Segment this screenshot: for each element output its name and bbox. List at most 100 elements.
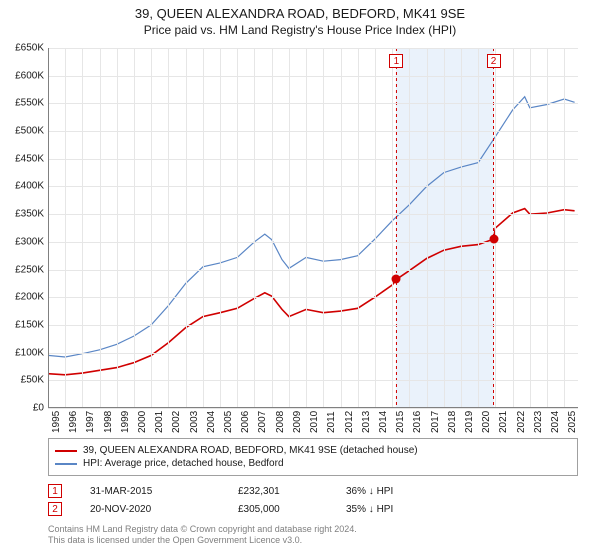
- legend: 39, QUEEN ALEXANDRA ROAD, BEDFORD, MK41 …: [48, 438, 578, 476]
- gridline-h: [48, 159, 578, 160]
- x-tick-label: 2018: [447, 411, 458, 433]
- gridline-h: [48, 131, 578, 132]
- x-tick-label: 1999: [120, 411, 131, 433]
- gridline-v: [82, 48, 83, 408]
- gridline-v: [237, 48, 238, 408]
- x-tick-label: 2024: [550, 411, 561, 433]
- x-axis-line: [48, 407, 578, 408]
- gridline-v: [272, 48, 273, 408]
- x-tick-label: 2015: [395, 411, 406, 433]
- sale-marker-box-2: 2: [487, 54, 501, 68]
- sale-marker-box-1: 1: [389, 54, 403, 68]
- y-tick-label: £0: [0, 403, 44, 414]
- gridline-v: [289, 48, 290, 408]
- gridline-v: [100, 48, 101, 408]
- gridline-h: [48, 242, 578, 243]
- chart-svg: [48, 48, 578, 408]
- gridline-h: [48, 103, 578, 104]
- gridline-v: [513, 48, 514, 408]
- gridline-v: [203, 48, 204, 408]
- x-tick-label: 2019: [464, 411, 475, 433]
- sale-date-2: 20-NOV-2020: [90, 504, 210, 515]
- gridline-v: [323, 48, 324, 408]
- license-line-2: This data is licensed under the Open Gov…: [48, 535, 578, 546]
- gridline-h: [48, 380, 578, 381]
- license-line-1: Contains HM Land Registry data © Crown c…: [48, 524, 578, 535]
- sale-date-1: 31-MAR-2015: [90, 486, 210, 497]
- x-tick-label: 2012: [344, 411, 355, 433]
- sales-table: 1 31-MAR-2015 £232,301 36% ↓ HPI 2 20-NO…: [48, 480, 578, 520]
- gridline-v: [409, 48, 410, 408]
- y-tick-label: £650K: [0, 43, 44, 54]
- sale-dot-2: [489, 235, 498, 244]
- x-tick-label: 2013: [361, 411, 372, 433]
- gridline-h: [48, 353, 578, 354]
- x-tick-label: 1997: [85, 411, 96, 433]
- x-tick-label: 2001: [154, 411, 165, 433]
- gridline-h: [48, 76, 578, 77]
- page-title: 39, QUEEN ALEXANDRA ROAD, BEDFORD, MK41 …: [0, 6, 600, 21]
- gridline-v: [186, 48, 187, 408]
- sale-pct-2: 35% ↓ HPI: [346, 504, 466, 515]
- x-tick-label: 1996: [68, 411, 79, 433]
- gridline-h: [48, 297, 578, 298]
- y-tick-label: £300K: [0, 236, 44, 247]
- sale-idx-2: 2: [48, 502, 62, 516]
- gridline-v: [444, 48, 445, 408]
- y-tick-label: £550K: [0, 98, 44, 109]
- x-tick-label: 2022: [516, 411, 527, 433]
- gridline-v: [358, 48, 359, 408]
- y-tick-label: £150K: [0, 319, 44, 330]
- gridline-v: [65, 48, 66, 408]
- gridline-v: [547, 48, 548, 408]
- gridline-v: [168, 48, 169, 408]
- gridline-v: [220, 48, 221, 408]
- gridline-v: [151, 48, 152, 408]
- x-tick-label: 2021: [498, 411, 509, 433]
- legend-label-property: 39, QUEEN ALEXANDRA ROAD, BEDFORD, MK41 …: [83, 445, 418, 456]
- sale-price-1: £232,301: [238, 486, 318, 497]
- x-tick-label: 2025: [567, 411, 578, 433]
- legend-row-property: 39, QUEEN ALEXANDRA ROAD, BEDFORD, MK41 …: [55, 445, 571, 456]
- y-axis-line: [48, 48, 49, 408]
- legend-swatch-hpi: [55, 463, 77, 465]
- y-tick-label: £200K: [0, 292, 44, 303]
- x-tick-label: 2006: [240, 411, 251, 433]
- gridline-v: [306, 48, 307, 408]
- y-tick-label: £600K: [0, 70, 44, 81]
- x-tick-label: 2017: [430, 411, 441, 433]
- x-tick-label: 2004: [206, 411, 217, 433]
- gridline-v: [478, 48, 479, 408]
- gridline-h: [48, 408, 578, 409]
- sale-dot-1: [392, 275, 401, 284]
- y-tick-label: £450K: [0, 153, 44, 164]
- x-tick-label: 2009: [292, 411, 303, 433]
- x-tick-label: 1998: [103, 411, 114, 433]
- gridline-v: [341, 48, 342, 408]
- x-tick-label: 2002: [171, 411, 182, 433]
- gridline-h: [48, 270, 578, 271]
- x-tick-label: 2014: [378, 411, 389, 433]
- x-tick-label: 2003: [189, 411, 200, 433]
- x-tick-label: 2016: [412, 411, 423, 433]
- y-tick-label: £50K: [0, 375, 44, 386]
- x-tick-label: 2010: [309, 411, 320, 433]
- gridline-v: [254, 48, 255, 408]
- x-tick-label: 2023: [533, 411, 544, 433]
- y-tick-label: £100K: [0, 347, 44, 358]
- gridline-h: [48, 325, 578, 326]
- x-tick-label: 2007: [257, 411, 268, 433]
- gridline-v: [461, 48, 462, 408]
- x-tick-label: 2005: [223, 411, 234, 433]
- x-tick-label: 2000: [137, 411, 148, 433]
- price-chart: £0£50K£100K£150K£200K£250K£300K£350K£400…: [48, 48, 578, 408]
- legend-row-hpi: HPI: Average price, detached house, Bedf…: [55, 458, 571, 469]
- gridline-v: [117, 48, 118, 408]
- sale-row-2: 2 20-NOV-2020 £305,000 35% ↓ HPI: [48, 502, 578, 516]
- y-tick-label: £400K: [0, 181, 44, 192]
- gridline-v: [564, 48, 565, 408]
- gridline-h: [48, 48, 578, 49]
- gridline-v: [530, 48, 531, 408]
- legend-label-hpi: HPI: Average price, detached house, Bedf…: [83, 458, 284, 469]
- license-text: Contains HM Land Registry data © Crown c…: [48, 524, 578, 547]
